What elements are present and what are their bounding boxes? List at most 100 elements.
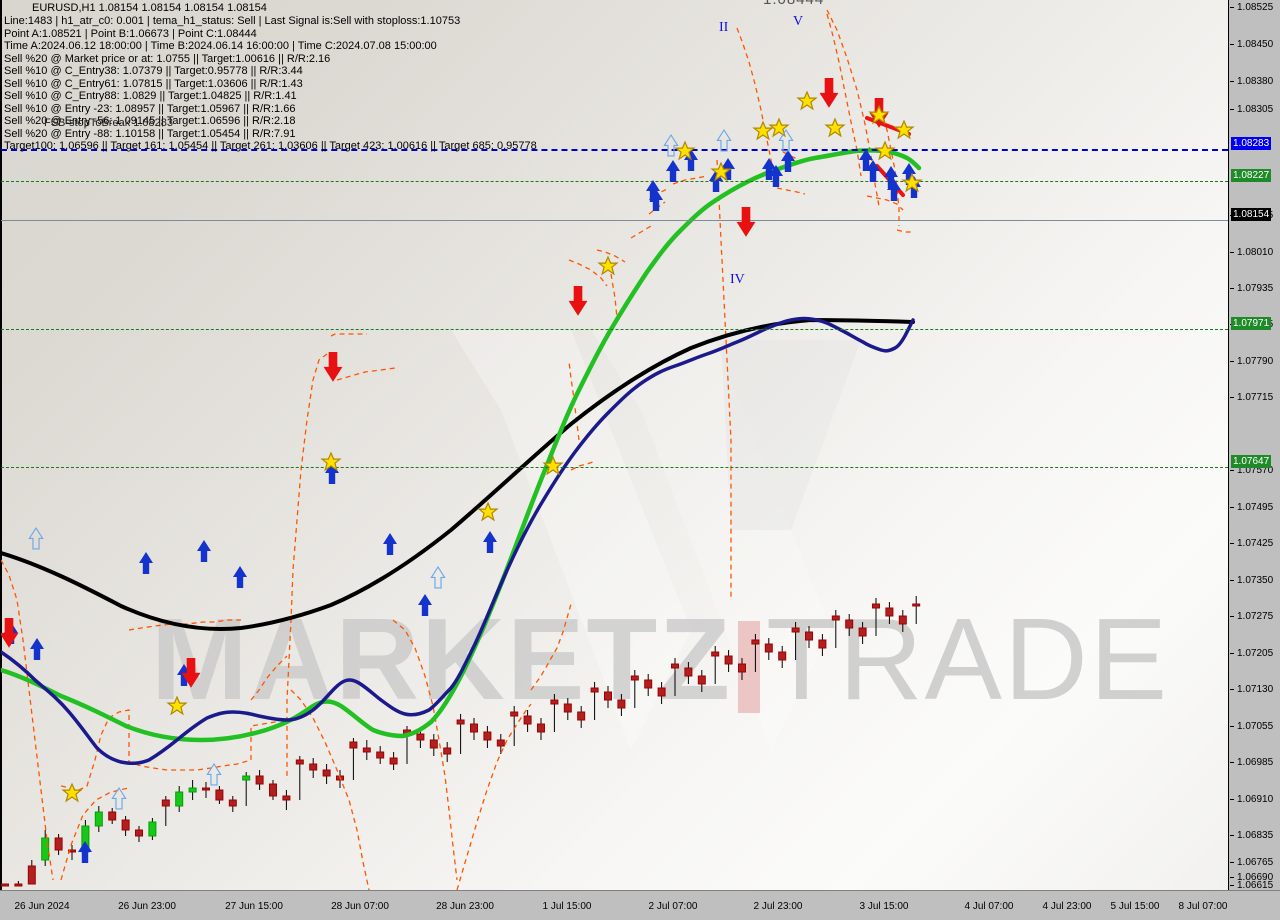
- candle-body: [443, 747, 452, 755]
- signal-star-icon: [478, 502, 498, 521]
- info-line: Sell %20 @ Entry -56: 1.09145 || Target:…: [4, 115, 296, 127]
- candle-body: [510, 711, 519, 717]
- time-tick: 27 Jun 15:00: [225, 901, 283, 912]
- price-tick: 1.08450: [1229, 39, 1280, 51]
- candle-body: [724, 655, 733, 665]
- candle-body: [94, 811, 103, 827]
- price-tick: 1.08380: [1229, 76, 1280, 88]
- time-scale-axis[interactable]: 26 Jun 2024 26 Jun 23:00 27 Jun 15:00 28 Ju…: [0, 890, 1280, 920]
- candle-body: [175, 791, 184, 807]
- buy-arrow-icon: [139, 552, 153, 574]
- candle-body: [14, 883, 23, 887]
- time-tick: 2 Jul 23:00: [753, 901, 803, 912]
- candle-body: [617, 699, 626, 709]
- candle-body: [121, 819, 130, 831]
- price-marker-label[interactable]: 1.08227: [1231, 169, 1272, 182]
- candle-body: [764, 643, 773, 653]
- hollow-arrow-icon: [206, 763, 222, 786]
- info-line: Sell %20 @ Entry -88: 1.10158 || Target:…: [4, 127, 296, 140]
- candle-body: [41, 837, 50, 861]
- target-level-mid[interactable]: [1, 329, 1228, 330]
- target-level-lower[interactable]: [1, 467, 1228, 468]
- ma-fast-blue-line: [1, 316, 915, 766]
- candle-body: [684, 667, 693, 677]
- ma-slow-black-line: [1, 318, 915, 632]
- candle-body: [496, 739, 505, 747]
- candle-body: [644, 679, 653, 689]
- candle-body: [309, 763, 318, 771]
- candle-body: [27, 865, 36, 885]
- signal-star-icon: [894, 120, 914, 139]
- time-tick: 28 Jun 07:00: [331, 901, 389, 912]
- price-tick: 1.07935: [1229, 283, 1280, 295]
- current-price-level[interactable]: [1, 220, 1228, 221]
- candle-body: [563, 703, 572, 713]
- signal-star-icon: [543, 456, 563, 475]
- price-tick: 1.07570: [1229, 465, 1280, 477]
- candle-body: [885, 607, 894, 617]
- candle-body: [135, 829, 143, 837]
- candle-body: [108, 811, 117, 821]
- price-marker-label[interactable]: 1.07647: [1231, 455, 1272, 468]
- candle-body: [188, 787, 197, 793]
- info-line: Sell %10 @ Entry -23: 1.08957 || Target:…: [4, 102, 296, 115]
- price-marker-label[interactable]: 1.07971: [1231, 317, 1272, 330]
- price-tick: 1.07055: [1229, 721, 1280, 733]
- candle-body: [68, 849, 76, 853]
- price-tick: 1.07790: [1229, 356, 1280, 368]
- hollow-arrow-icon: [28, 527, 44, 550]
- candle-body: [202, 787, 210, 791]
- candle-body: [228, 799, 237, 807]
- price-marker-label[interactable]: 1.08154: [1231, 208, 1272, 221]
- hollow-arrow-icon: [663, 134, 679, 157]
- candle-body: [831, 615, 840, 621]
- price-tick: 1.07130: [1229, 684, 1280, 696]
- buy-arrow-icon: [197, 540, 211, 562]
- candle-body: [255, 775, 264, 785]
- buy-arrow-icon: [233, 566, 247, 588]
- candle-body: [376, 751, 385, 759]
- symbol-ohlc-line: EURUSD,H1 1.08154 1.08154 1.08154 1.0815…: [32, 2, 267, 14]
- sell-arrow-icon: [568, 286, 588, 316]
- price-marker-label[interactable]: 1.08283: [1231, 137, 1272, 150]
- target-level-upper[interactable]: [1, 181, 1228, 182]
- candle-body: [912, 603, 921, 607]
- strategy-info-lines: Line:1483 | h1_atr_c0: 0.001 | tema_h1_s…: [4, 15, 537, 153]
- time-tick: 2 Jul 07:00: [648, 901, 698, 912]
- candle-body: [791, 627, 800, 633]
- buy-sell-signal-markers: [1, 78, 922, 863]
- time-tick: 5 Jul 15:00: [1110, 901, 1160, 912]
- candle-body: [322, 769, 331, 777]
- fsb-stop-to-break-overlay: FSB-stopToBreak 1.08283: [44, 117, 174, 129]
- sell-arrow-icon: [323, 352, 343, 382]
- time-tick: 8 Jul 07:00: [1178, 901, 1228, 912]
- candle-body: [295, 759, 304, 765]
- info-line: Target100: 1.06596 || Target 161: 1.0545…: [4, 140, 537, 152]
- clipped-top-price-text: 1.08444: [763, 0, 824, 8]
- parabolic-sar-indicator: [1, 9, 913, 890]
- buy-arrow-icon: [30, 638, 44, 660]
- candle-body: [389, 757, 398, 765]
- candle-body: [604, 691, 612, 701]
- info-line: Sell %20 @ Market price or at: 1.0755 ||…: [4, 52, 331, 65]
- candle-body: [470, 723, 478, 733]
- candle-body: [711, 651, 720, 657]
- stop-to-break-level[interactable]: [1, 149, 1228, 151]
- buy-arrow-icon: [78, 841, 92, 863]
- candle-body: [898, 615, 907, 625]
- hollow-arrow-icon: [430, 566, 446, 589]
- info-line: Sell %10 @ C_Entry61: 1.07815 || Target:…: [4, 77, 303, 90]
- time-tick: 26 Jun 2024: [14, 901, 70, 912]
- wave-label: II: [719, 20, 729, 35]
- price-tick: 1.08305: [1229, 104, 1280, 116]
- candle-body: [416, 733, 425, 741]
- buy-arrow-icon: [383, 533, 397, 555]
- hollow-arrow-icon: [111, 787, 127, 810]
- candle-body: [161, 799, 170, 807]
- candle-body: [215, 789, 224, 801]
- price-scale-axis[interactable]: 1.085251.084501.083801.083051.080851.080…: [1228, 0, 1280, 891]
- candle-body: [362, 747, 371, 753]
- info-line: Sell %10 @ C_Entry38: 1.07379 || Target:…: [4, 65, 303, 77]
- candlestick-series: [1, 596, 921, 887]
- time-tick: 4 Jul 07:00: [964, 901, 1014, 912]
